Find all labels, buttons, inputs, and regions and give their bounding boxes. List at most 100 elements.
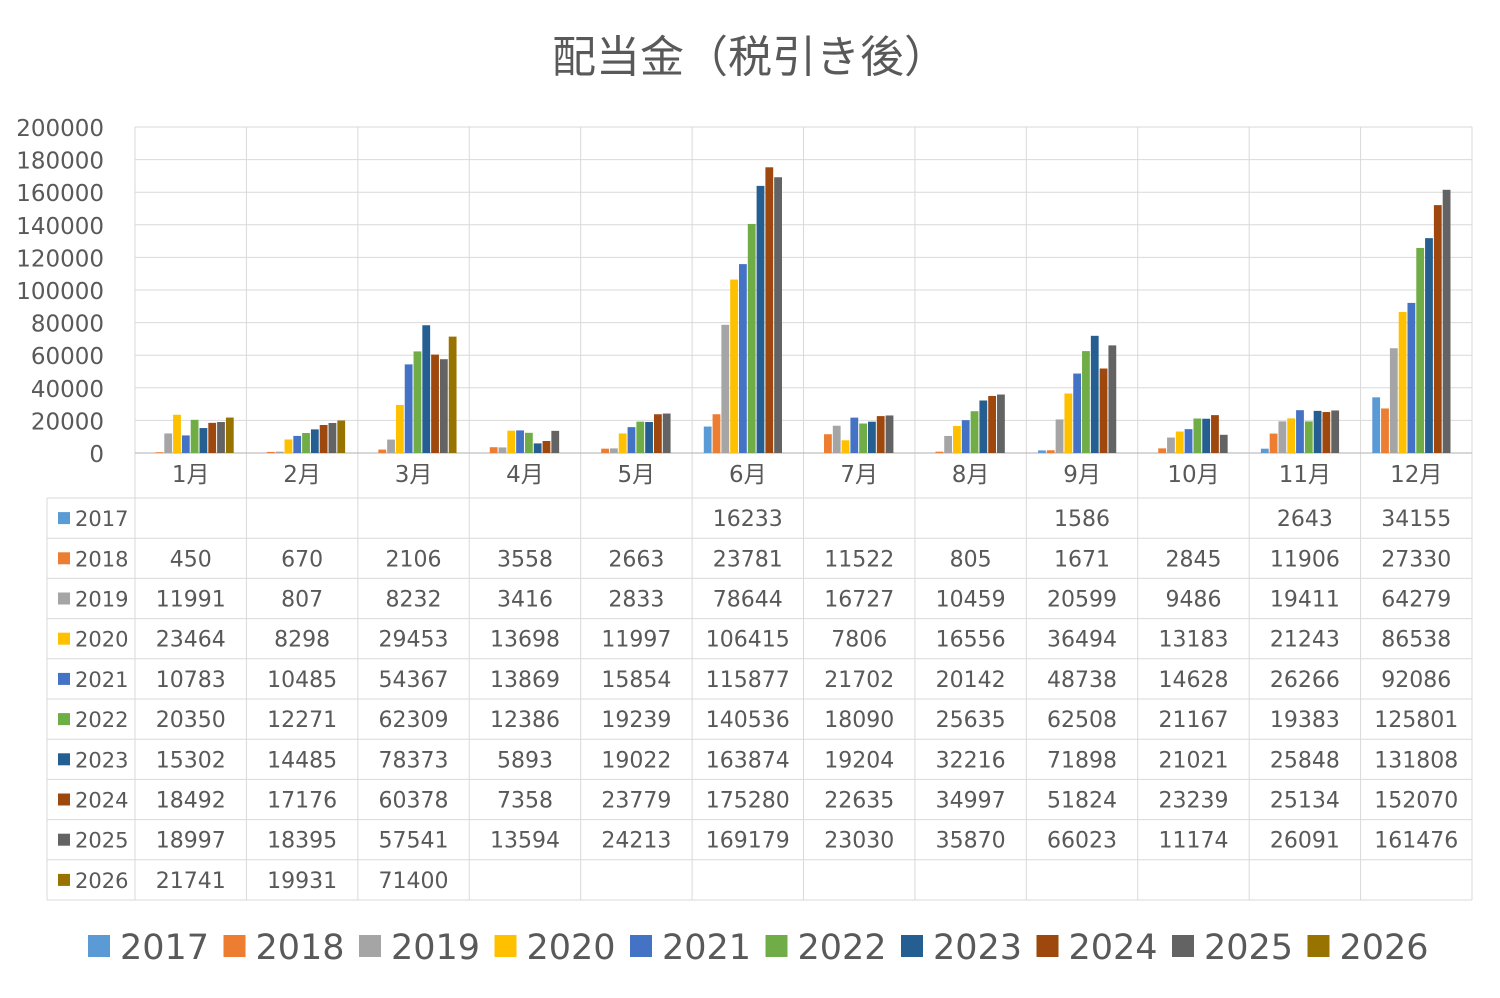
- table-series-name: 2017: [75, 507, 128, 531]
- bar-2025-6: [774, 177, 782, 454]
- table-value: 13183: [1158, 628, 1228, 653]
- category-label: 10月: [1167, 462, 1219, 488]
- table-value: 1671: [1054, 547, 1110, 572]
- table-value: 9486: [1165, 588, 1221, 613]
- legend: 2017 2018 2019 2020 2021 2022 2023 2024 2025 2026: [88, 928, 1429, 968]
- table-series-key-2025: [58, 833, 70, 846]
- table-value: 71400: [379, 869, 449, 894]
- bar-2025-9: [1108, 345, 1117, 453]
- table-value: 25848: [1270, 748, 1340, 773]
- table-value: 23030: [824, 829, 894, 854]
- table-value: 125801: [1374, 708, 1458, 733]
- table-value: 64279: [1381, 588, 1451, 613]
- table-series-key-2026: [58, 873, 70, 886]
- data-table: 1月 2月 3月 4月 5月 6月 7月 8月 9月 10月 11月 12月 2017 16233 1586…: [58, 462, 1458, 894]
- bar-2023-6: [756, 185, 765, 453]
- y-tick-label: 180000: [16, 149, 104, 175]
- bar-2022-10: [1193, 418, 1202, 453]
- bar-2024-12: [1433, 205, 1442, 453]
- category-label: 11月: [1279, 462, 1331, 488]
- table-value: 7358: [497, 789, 553, 814]
- bar-2022-5: [636, 421, 645, 453]
- table-value: 62309: [379, 708, 449, 733]
- bar-2019-8: [944, 435, 953, 453]
- table-series-name: 2025: [75, 829, 128, 853]
- bar-2026-3: [448, 336, 457, 453]
- bar-2022-3: [413, 351, 422, 453]
- bar-2025-11: [1331, 410, 1340, 453]
- bar-2023-2: [310, 429, 319, 453]
- bar-2024-4: [542, 441, 551, 453]
- bar-2020-6: [730, 279, 738, 453]
- table-value: 2833: [608, 588, 664, 613]
- table-value: 32216: [936, 748, 1006, 773]
- bar-2018-5: [601, 448, 609, 453]
- table-value: 169179: [706, 829, 790, 854]
- table-value: 14485: [267, 748, 337, 773]
- table-value: 161476: [1374, 829, 1458, 854]
- table-value: 18997: [156, 829, 226, 854]
- table-value: 8232: [386, 588, 442, 613]
- table-value: 66023: [1047, 829, 1117, 854]
- table-value: 21021: [1158, 748, 1228, 773]
- bar-2018-9: [1046, 450, 1055, 453]
- table-series-key-2024: [58, 793, 70, 806]
- legend-swatch-2026: [1307, 935, 1330, 957]
- category-label: 6月: [729, 462, 767, 488]
- table-value: 7806: [831, 628, 887, 653]
- table-value: 807: [281, 588, 323, 613]
- table-value: 19204: [824, 748, 894, 773]
- table-value: 21167: [1158, 708, 1228, 733]
- legend-label: 2026: [1340, 928, 1429, 968]
- category-label: 4月: [506, 462, 544, 488]
- legend-label: 2021: [662, 928, 751, 968]
- bar-2019-12: [1389, 348, 1398, 453]
- bar-2023-7: [868, 421, 876, 453]
- bar-2024-9: [1099, 368, 1108, 453]
- bar-2022-9: [1082, 351, 1090, 453]
- bar-2019-4: [498, 447, 507, 453]
- table-value: 62508: [1047, 708, 1117, 733]
- bar-2024-7: [876, 416, 885, 453]
- table-value: 21702: [824, 668, 894, 693]
- bar-2019-11: [1278, 421, 1287, 453]
- table-value: 11997: [601, 628, 671, 653]
- bar-2025-8: [997, 394, 1005, 453]
- y-tick-label: 40000: [31, 377, 104, 403]
- table-value: 48738: [1047, 668, 1117, 693]
- table-value: 20142: [936, 668, 1006, 693]
- bar-2020-2: [284, 439, 293, 453]
- table-series-name: 2020: [75, 628, 128, 652]
- y-tick-label: 60000: [31, 344, 104, 370]
- bar-2021-8: [961, 420, 970, 453]
- bar-2024-8: [988, 395, 997, 453]
- bar-2022-6: [747, 223, 756, 453]
- legend-swatch-2019: [359, 935, 381, 957]
- table-value: 17176: [267, 789, 337, 814]
- bar-2021-9: [1073, 373, 1082, 453]
- table-value: 25635: [936, 708, 1006, 733]
- y-tick-label: 0: [89, 442, 104, 468]
- y-axis-ticks: 0 20000 40000 60000 80000 100000 120000 140000 1…: [16, 116, 104, 468]
- bar-2024-2: [319, 425, 328, 453]
- bar-2025-5: [662, 413, 671, 453]
- table-series-name: 2026: [75, 869, 128, 893]
- table-value: 23779: [601, 789, 671, 814]
- table-value: 18395: [267, 829, 337, 854]
- table-series-key-2022: [58, 713, 70, 726]
- table-value: 10783: [156, 668, 226, 693]
- bar-2020-9: [1064, 393, 1073, 453]
- y-tick-label: 140000: [16, 214, 104, 240]
- legend-swatch-2021: [630, 935, 652, 957]
- bar-2022-4: [524, 432, 533, 453]
- table-value: 60378: [379, 789, 449, 814]
- category-label: 9月: [1063, 462, 1101, 488]
- table-series-name: 2018: [75, 547, 128, 571]
- bar-2020-11: [1287, 418, 1296, 453]
- table-value: 2663: [608, 547, 664, 572]
- bar-2019-5: [609, 448, 618, 453]
- bar-2021-6: [738, 264, 747, 453]
- table-series-name: 2019: [75, 588, 128, 612]
- table-value: 16556: [936, 628, 1006, 653]
- table-value: 8298: [274, 628, 330, 653]
